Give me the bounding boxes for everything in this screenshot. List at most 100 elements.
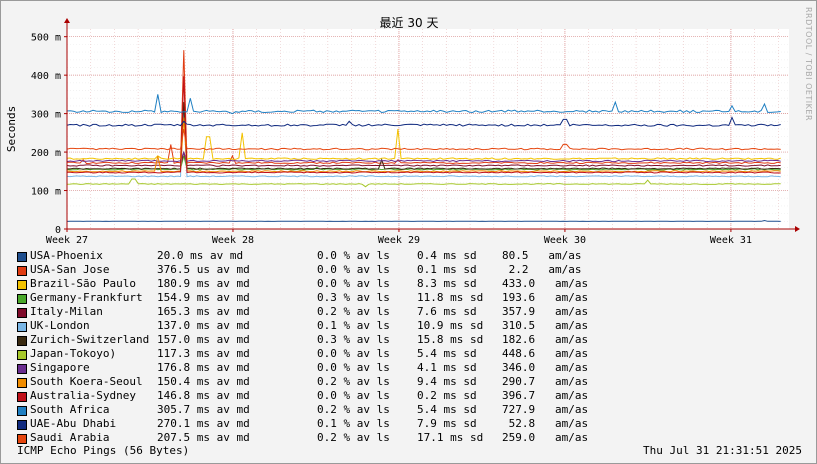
- legend-median: 154.9 ms av md: [157, 291, 250, 304]
- legend-loss: 0.0 % av ls: [317, 263, 390, 276]
- y-tick-label: 100 m: [31, 187, 61, 198]
- legend-loss: 0.0 % av ls: [317, 347, 390, 360]
- legend-am-as: 259.0 am/as: [502, 431, 589, 444]
- legend-stddev: 7.6 ms sd: [417, 305, 477, 318]
- legend-am-as: 193.6 am/as: [502, 291, 589, 304]
- legend-median: 157.0 ms av md: [157, 333, 250, 346]
- legend-name: Brazil-São Paulo: [30, 277, 136, 290]
- legend-stddev: 0.2 ms sd: [417, 389, 477, 402]
- legend-median: 207.5 ms av md: [157, 431, 250, 444]
- y-axis-arrow: [64, 18, 70, 23]
- legend-stddev: 0.4 ms sd: [417, 249, 477, 262]
- legend-loss: 0.0 % av ls: [317, 389, 390, 402]
- legend-name: USA-Phoenix: [30, 249, 103, 262]
- legend-am-as: 182.6 am/as: [502, 333, 589, 346]
- x-axis-arrow: [795, 226, 800, 232]
- legend-swatch: [17, 364, 27, 374]
- series-line: [66, 116, 781, 127]
- legend-am-as: 52.8 am/as: [502, 417, 589, 430]
- x-tick-label: Week 31: [710, 235, 752, 246]
- legend-loss: 0.2 % av ls: [317, 375, 390, 388]
- legend-am-as: 346.0 am/as: [502, 361, 589, 374]
- legend-swatch: [17, 378, 27, 388]
- legend-am-as: 357.9 am/as: [502, 305, 589, 318]
- legend-loss: 0.0 % av ls: [317, 361, 390, 374]
- series-line: [66, 219, 781, 222]
- legend-stddev: 15.8 ms sd: [417, 333, 484, 346]
- legend-loss: 0.3 % av ls: [317, 333, 390, 346]
- footer-description: ICMP Echo Pings (56 Bytes): [17, 444, 190, 457]
- legend-am-as: 727.9 am/as: [502, 403, 589, 416]
- legend-swatch: [17, 336, 27, 346]
- legend-swatch: [17, 420, 27, 430]
- legend-name: Zurich-Switzerland: [30, 333, 150, 346]
- legend-median: 305.7 ms av md: [157, 403, 250, 416]
- legend-loss: 0.3 % av ls: [317, 291, 390, 304]
- legend-stddev: 0.1 ms sd: [417, 263, 477, 276]
- chart-title: 最近 30 天: [380, 16, 439, 30]
- legend-swatch: [17, 434, 27, 444]
- legend-loss: 0.2 % av ls: [317, 431, 390, 444]
- legend-median: 270.1 ms av md: [157, 417, 250, 430]
- legend-stddev: 4.1 ms sd: [417, 361, 477, 374]
- series-lines: [66, 50, 781, 222]
- legend-am-as: 80.5 am/as: [502, 249, 582, 262]
- legend-swatch: [17, 392, 27, 402]
- legend-name: Italy-Milan: [30, 305, 103, 318]
- x-tick-label: Week 27: [46, 235, 88, 246]
- legend-swatch: [17, 308, 27, 318]
- series-line: [66, 178, 781, 188]
- legend-name: South Koera-Seoul: [30, 375, 143, 388]
- footer-timestamp: Thu Jul 31 21:31:51 2025: [643, 444, 802, 457]
- y-tick-label: 300 m: [31, 110, 61, 121]
- legend-stddev: 11.8 ms sd: [417, 291, 484, 304]
- legend-loss: 0.2 % av ls: [317, 305, 390, 318]
- legend-name: USA-San Jose: [30, 263, 110, 276]
- legend-name: South Africa: [30, 403, 110, 416]
- legend-stddev: 17.1 ms sd: [417, 431, 484, 444]
- legend-stddev: 9.4 ms sd: [417, 375, 477, 388]
- legend-am-as: 310.5 am/as: [502, 319, 589, 332]
- legend-stddev: 5.4 ms sd: [417, 347, 477, 360]
- legend-median: 150.4 ms av md: [157, 375, 250, 388]
- legend-am-as: 2.2 am/as: [502, 263, 582, 276]
- legend-swatch: [17, 406, 27, 416]
- legend-loss: 0.1 % av ls: [317, 319, 390, 332]
- rrdtool-watermark: RRDTOOL / TOBI OETIKER: [804, 7, 813, 122]
- legend-stddev: 7.9 ms sd: [417, 417, 477, 430]
- legend-am-as: 433.0 am/as: [502, 277, 589, 290]
- legend-name: Japan-Tokoyo): [30, 347, 117, 360]
- legend-median: 146.8 ms av md: [157, 389, 250, 402]
- legend-loss: 0.2 % av ls: [317, 403, 390, 416]
- x-tick-label: Week 28: [212, 235, 254, 246]
- legend-name: Germany-Frankfurt: [30, 291, 143, 304]
- legend-am-as: 448.6 am/as: [502, 347, 589, 360]
- legend-am-as: 290.7 am/as: [502, 375, 589, 388]
- legend-swatch: [17, 280, 27, 290]
- y-tick-label: 500 m: [31, 33, 61, 44]
- legend-stddev: 8.3 ms sd: [417, 277, 477, 290]
- legend-median: 376.5 us av md: [157, 263, 250, 276]
- legend-median: 176.8 ms av md: [157, 361, 250, 374]
- legend-stddev: 10.9 ms sd: [417, 319, 484, 332]
- y-tick-label: 400 m: [31, 71, 61, 82]
- y-tick-label: 0: [55, 225, 61, 236]
- x-tick-label: Week 30: [544, 235, 586, 246]
- legend-median: 165.3 ms av md: [157, 305, 250, 318]
- legend-median: 20.0 ms av md: [157, 249, 244, 262]
- legend-loss: 0.1 % av ls: [317, 417, 390, 430]
- legend-name: UAE-Abu Dhabi: [30, 417, 117, 430]
- x-tick-label: Week 29: [378, 235, 420, 246]
- y-axis-label: Seconds: [5, 106, 18, 152]
- legend-swatch: [17, 252, 27, 262]
- legend-name: Singapore: [30, 361, 90, 374]
- legend-swatch: [17, 294, 27, 304]
- legend-median: 117.3 ms av md: [157, 347, 250, 360]
- legend-median: 137.0 ms av md: [157, 319, 250, 332]
- series-line: [66, 128, 781, 151]
- legend-name: Saudi Arabia: [30, 431, 110, 444]
- legend-am-as: 396.7 am/as: [502, 389, 589, 402]
- legend-name: UK-London: [30, 319, 90, 332]
- legend-swatch: [17, 266, 27, 276]
